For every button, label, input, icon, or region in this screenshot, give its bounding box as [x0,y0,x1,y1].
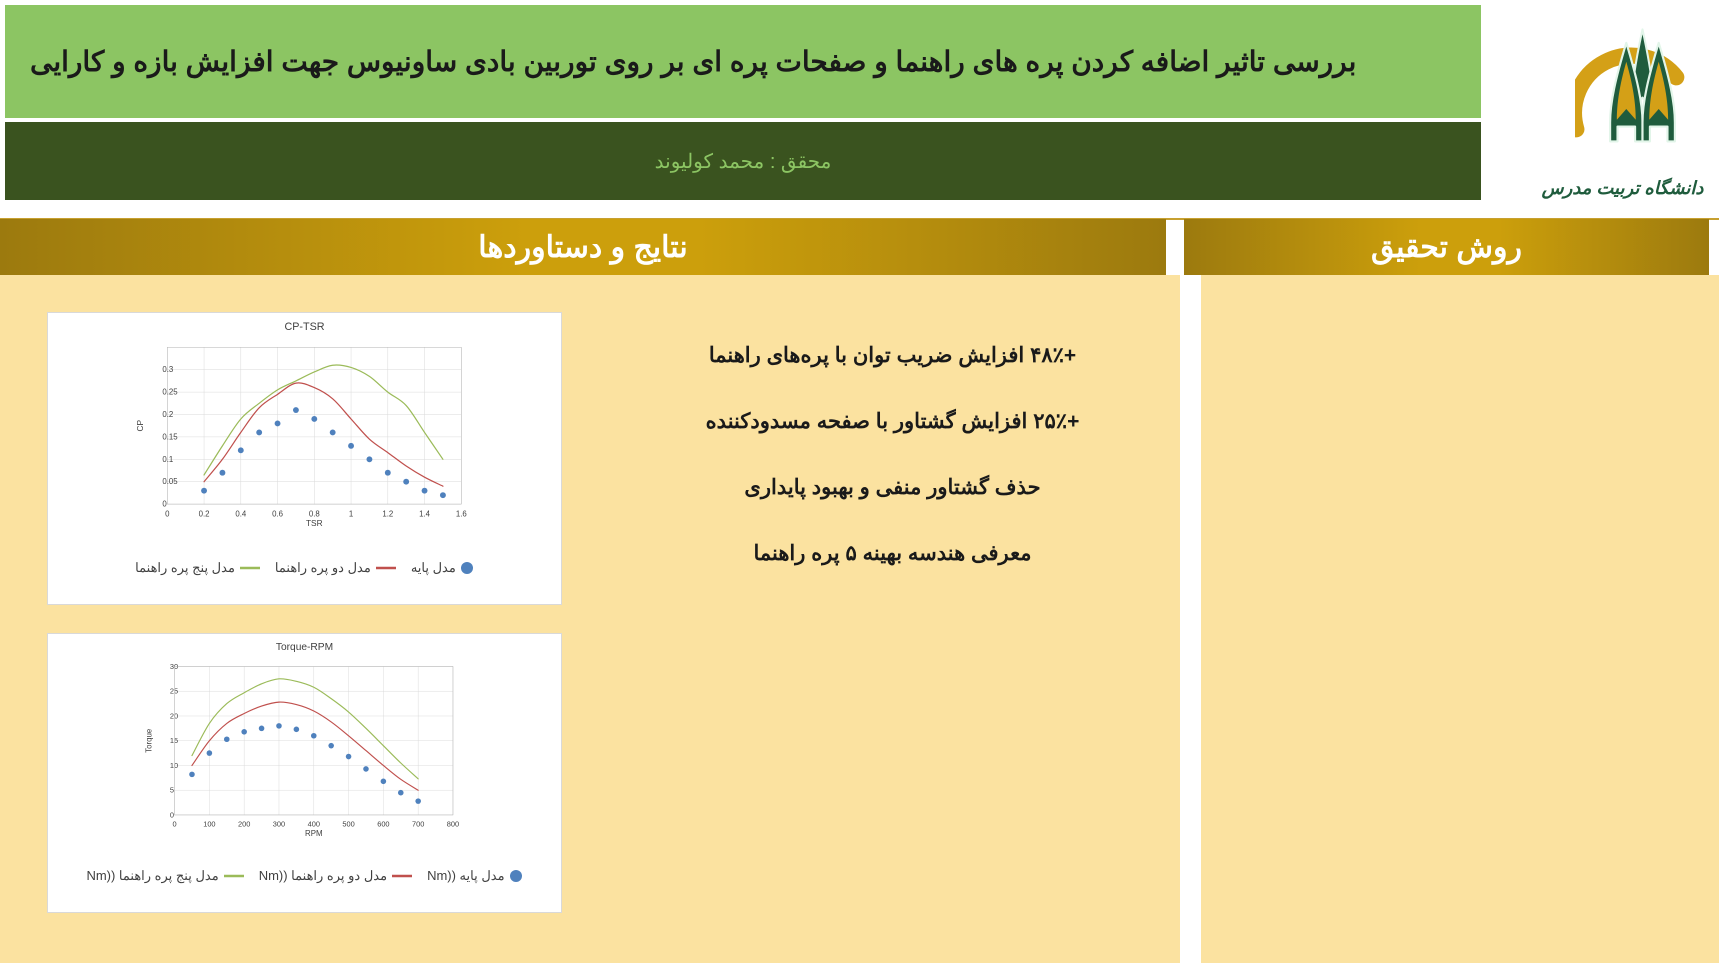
svg-text:800: 800 [447,820,459,829]
svg-text:0.2: 0.2 [199,509,210,518]
svg-text:25: 25 [170,687,178,696]
svg-text:1: 1 [349,509,353,518]
svg-text:15: 15 [170,736,178,745]
svg-text:0: 0 [162,500,167,509]
svg-text:0.3: 0.3 [162,365,174,374]
svg-text:700: 700 [412,820,424,829]
svg-text:Torque-RPM: Torque-RPM [276,642,333,653]
svg-text:0.2: 0.2 [162,410,173,419]
svg-text:600: 600 [377,820,389,829]
svg-text:100: 100 [203,820,215,829]
svg-text:1.6: 1.6 [456,509,468,518]
svg-text:500: 500 [342,820,354,829]
svg-text:0.4: 0.4 [235,509,247,518]
svg-text:CP: CP [135,419,145,431]
svg-text:400: 400 [308,820,320,829]
svg-text:0: 0 [165,509,170,518]
svg-text:TSR: TSR [306,518,323,528]
svg-text:10: 10 [170,761,178,770]
svg-text:0.25: 0.25 [162,388,178,397]
svg-text:CP-TSR: CP-TSR [284,321,324,333]
svg-text:200: 200 [238,820,250,829]
svg-text:0.05: 0.05 [162,477,178,486]
svg-text:Torque: Torque [144,728,153,753]
svg-text:0.6: 0.6 [272,509,284,518]
svg-text:0.8: 0.8 [309,509,321,518]
svg-text:1.2: 1.2 [382,509,393,518]
svg-text:0.15: 0.15 [162,432,178,441]
svg-text:RPM: RPM [305,829,323,838]
svg-text:5: 5 [170,786,174,795]
svg-text:20: 20 [170,711,178,720]
svg-text:0: 0 [173,820,177,829]
svg-text:1.4: 1.4 [419,509,431,518]
svg-text:300: 300 [273,820,285,829]
svg-text:0.1: 0.1 [162,455,173,464]
svg-text:0: 0 [170,810,174,819]
